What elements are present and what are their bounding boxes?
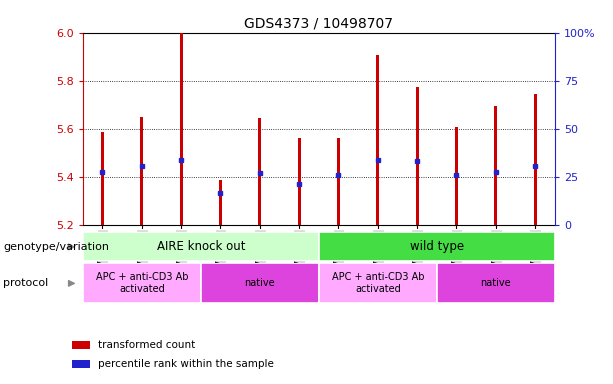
Bar [83, 232, 319, 261]
Text: protocol: protocol [3, 278, 48, 288]
Text: transformed count: transformed count [98, 340, 195, 350]
Text: native: native [245, 278, 275, 288]
Text: genotype/variation: genotype/variation [3, 242, 109, 252]
Bar [83, 263, 201, 303]
Bar [219, 180, 222, 225]
Bar [201, 263, 319, 303]
Text: AIRE knock out: AIRE knock out [156, 240, 245, 253]
Bar [416, 87, 419, 225]
Bar [494, 106, 497, 225]
Text: wild type: wild type [409, 240, 464, 253]
Bar [101, 132, 104, 225]
Bar [72, 360, 90, 368]
Title: GDS4373 / 10498707: GDS4373 / 10498707 [244, 16, 394, 30]
Bar [436, 263, 555, 303]
Bar [455, 127, 458, 225]
Bar [297, 138, 300, 225]
Bar [180, 33, 183, 225]
Bar [258, 118, 261, 225]
Text: native: native [481, 278, 511, 288]
Bar [140, 117, 143, 225]
Text: APC + anti-CD3 Ab
activated: APC + anti-CD3 Ab activated [96, 272, 188, 294]
Bar [72, 341, 90, 349]
Bar [533, 94, 536, 225]
Bar [319, 263, 436, 303]
Bar [319, 232, 555, 261]
Bar [337, 138, 340, 225]
Bar [376, 55, 379, 225]
Text: percentile rank within the sample: percentile rank within the sample [98, 359, 273, 369]
Text: APC + anti-CD3 Ab
activated: APC + anti-CD3 Ab activated [332, 272, 424, 294]
